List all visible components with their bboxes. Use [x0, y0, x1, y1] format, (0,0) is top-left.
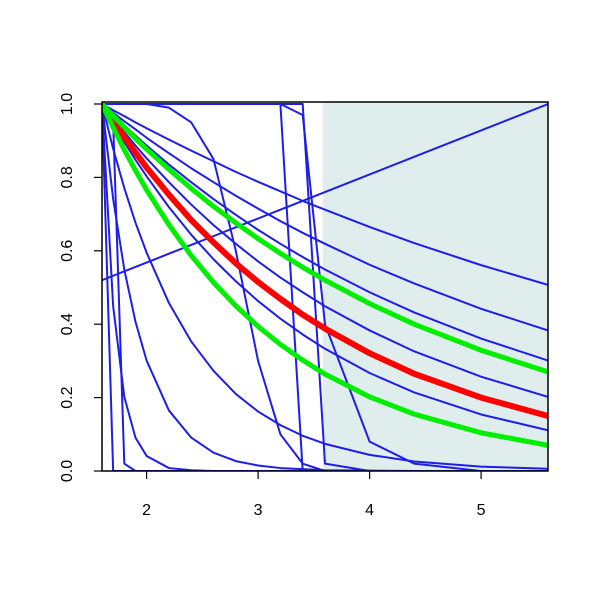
- series-line: [102, 103, 548, 471]
- x-tick-label: 2: [142, 502, 151, 519]
- series-line: [102, 102, 548, 375]
- series-line: [102, 102, 548, 448]
- y-tick-label: 0.0: [59, 460, 76, 482]
- series-line: [102, 103, 548, 471]
- series-line: [102, 102, 548, 419]
- plot-frame: [101, 101, 549, 472]
- series-line: [102, 103, 548, 398]
- series-line: [102, 103, 548, 471]
- y-tick-label: 0.2: [59, 386, 76, 408]
- x-tick-label: 4: [365, 502, 374, 519]
- y-tick-label: 0.4: [59, 313, 76, 335]
- x-tick-label: 5: [477, 502, 486, 519]
- y-tick-label: 0.8: [59, 166, 76, 188]
- series-line: [102, 103, 548, 432]
- series-line: [102, 103, 548, 286]
- y-tick-label: 0.6: [59, 240, 76, 262]
- series-line: [102, 103, 548, 332]
- series-line: [102, 103, 548, 470]
- x-tick-label: 3: [254, 502, 263, 519]
- y-tick-label: 1.0: [59, 93, 76, 115]
- axes: 2 3 4 5 0.0 0.2 0.4 0.6 0.8 1.0: [59, 93, 485, 519]
- series-line: [102, 103, 548, 282]
- lines-layer: [102, 102, 548, 471]
